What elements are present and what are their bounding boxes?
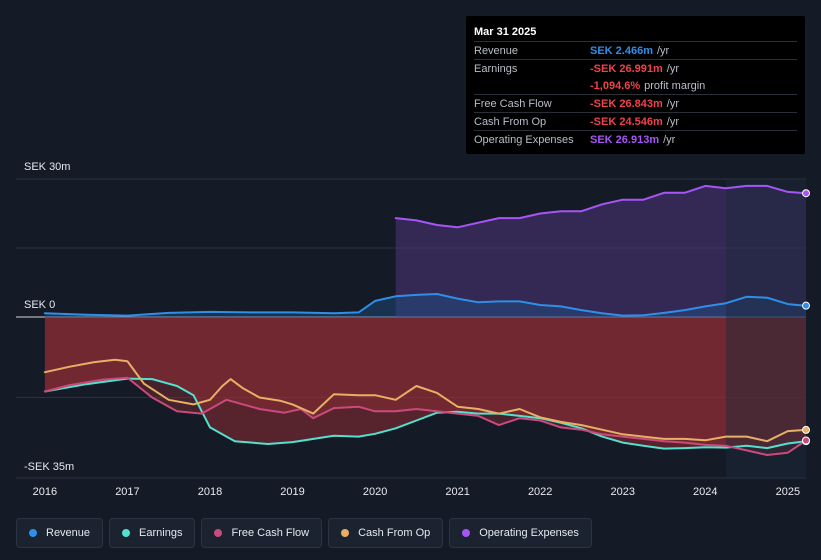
tooltip-value: SEK 26.913m — [590, 133, 660, 146]
legend-label: Earnings — [139, 527, 183, 539]
legend-label: Revenue — [46, 527, 91, 539]
x-tick-label: 2022 — [528, 486, 552, 498]
tooltip-label: Cash From Op — [474, 115, 547, 128]
forecast-highlight — [725, 179, 806, 478]
legend-item-free-cash-flow[interactable]: Free Cash Flow — [201, 518, 323, 548]
x-axis-labels: 2016 2017 2018 2019 2020 2021 2022 2023 2024 2025 — [33, 486, 800, 498]
end-dot-revenue — [802, 301, 810, 310]
tooltip-row-operating-expenses: Operating Expenses SEK 26.913m /yr — [474, 130, 797, 148]
tooltip-unit: /yr — [656, 44, 670, 57]
tooltip-value: -SEK 24.546m — [590, 115, 663, 128]
tooltip-value: -1,094.6% — [590, 79, 641, 92]
chart-legend: Revenue Earnings Free Cash Flow Cash Fro… — [16, 518, 592, 548]
y-axis-label: -SEK 35m — [24, 461, 74, 473]
legend-dot-icon — [214, 529, 223, 537]
legend-item-earnings[interactable]: Earnings — [109, 518, 196, 548]
legend-dot-icon — [462, 529, 471, 537]
tooltip-unit: /yr — [666, 115, 679, 128]
y-axis-labels: SEK 30m SEK 0 -SEK 35m — [24, 161, 74, 473]
tooltip-row-cash-from-op: Cash From Op -SEK 24.546m /yr — [474, 112, 797, 130]
tooltip-value: SEK 2.466m — [590, 44, 653, 57]
tooltip-unit: /yr — [663, 133, 676, 146]
x-tick-label: 2024 — [693, 486, 717, 498]
legend-dot-icon — [122, 529, 131, 537]
x-tick-label: 2020 — [363, 486, 387, 498]
x-tick-label: 2025 — [776, 486, 800, 498]
tooltip-label: Revenue — [474, 44, 519, 57]
x-tick-label: 2016 — [33, 486, 57, 498]
line-earnings — [43, 377, 807, 450]
tooltip-value: -SEK 26.843m — [590, 97, 663, 110]
series-lines — [43, 184, 807, 456]
series-end-dots — [802, 189, 810, 446]
legend-item-cash-from-op[interactable]: Cash From Op — [328, 518, 444, 548]
tooltip-date: Mar 31 2025 — [474, 26, 537, 38]
y-axis-label: SEK 30m — [24, 161, 70, 173]
series-areas — [44, 185, 806, 455]
legend-dot-icon — [29, 529, 37, 537]
tooltip-label: Earnings — [474, 62, 518, 75]
tooltip-row-free-cash-flow: Free Cash Flow -SEK 26.843m /yr — [474, 94, 797, 112]
line-operating-expenses — [394, 184, 807, 229]
end-dot-operating-expenses — [802, 189, 810, 198]
x-tick-label: 2017 — [115, 486, 139, 498]
legend-dot-icon — [341, 529, 350, 537]
line-cash-from-op — [43, 358, 807, 443]
tooltip-row-earnings: Earnings -SEK 26.991m /yr — [474, 59, 797, 77]
area-free-cash-flow — [44, 317, 806, 455]
tooltip-unit: profit margin — [644, 79, 706, 92]
legend-item-operating-expenses[interactable]: Operating Expenses — [449, 518, 592, 548]
x-tick-label: 2021 — [445, 486, 469, 498]
tooltip-label: Operating Expenses — [474, 133, 574, 146]
tooltip-row-profit-margin: -1,094.6% profit margin — [474, 77, 797, 94]
legend-label: Cash From Op — [358, 527, 431, 539]
legend-item-revenue[interactable]: Revenue — [16, 518, 104, 548]
area-earnings — [44, 317, 806, 449]
area-revenue — [44, 294, 806, 317]
line-free-cash-flow — [43, 376, 807, 456]
x-tick-label: 2023 — [610, 486, 634, 498]
y-axis-label: SEK 0 — [24, 299, 55, 311]
x-tick-label: 2018 — [198, 486, 222, 498]
legend-label: Operating Expenses — [479, 527, 579, 539]
tooltip-unit: /yr — [666, 62, 679, 75]
line-revenue — [43, 293, 807, 317]
tooltip-row-revenue: Revenue SEK 2.466m /yr — [474, 41, 797, 59]
data-tooltip: Mar 31 2025 Revenue SEK 2.466m /yr Earni… — [466, 16, 805, 154]
tooltip-unit: /yr — [666, 97, 679, 110]
end-dot-cash-from-op — [802, 425, 810, 434]
end-dot-free-cash-flow — [802, 436, 810, 445]
tooltip-value: -SEK 26.991m — [590, 62, 663, 75]
tooltip-label: Free Cash Flow — [474, 97, 552, 110]
legend-label: Free Cash Flow — [231, 527, 310, 539]
x-tick-label: 2019 — [280, 486, 304, 498]
